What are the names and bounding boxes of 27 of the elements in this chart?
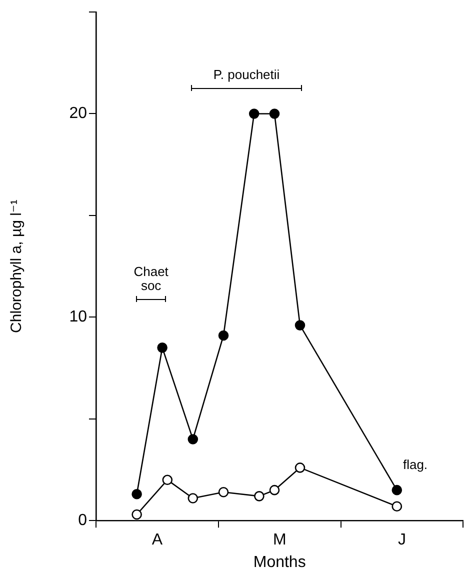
point (157, 342, 168, 353)
point (269, 484, 280, 496)
point (132, 509, 142, 520)
y-tick-label: 10 (69, 308, 88, 326)
point (254, 491, 264, 502)
annotation: Chaet soc (132, 264, 170, 294)
point (188, 434, 198, 444)
y-tick-label: 20 (69, 105, 88, 122)
y-axis-title: Chlorophyll a, µg l⁻¹ (8, 200, 26, 333)
x-tick-label: J (398, 532, 406, 549)
x-tick-label: A (152, 532, 163, 549)
point (392, 484, 402, 496)
x-axis-title: Months (253, 554, 306, 571)
annotation: P. pouchetii (212, 67, 281, 82)
y-tick-label: 0 (78, 512, 88, 530)
annotation: flag. (402, 457, 429, 472)
point (294, 320, 306, 330)
point (218, 486, 229, 498)
point (392, 501, 402, 512)
point (294, 462, 306, 473)
point (218, 330, 229, 341)
point (162, 474, 173, 486)
x-tick-label: M (272, 532, 286, 549)
point (132, 489, 142, 500)
point (269, 108, 280, 119)
point (188, 493, 198, 504)
point (248, 108, 260, 119)
